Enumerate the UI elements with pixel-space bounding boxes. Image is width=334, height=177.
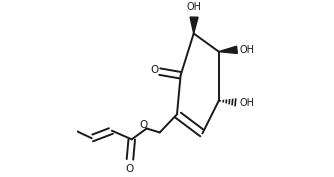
Polygon shape: [219, 46, 237, 53]
Text: OH: OH: [240, 45, 255, 55]
Text: O: O: [139, 120, 148, 130]
Polygon shape: [190, 17, 198, 33]
Text: O: O: [151, 65, 159, 75]
Text: OH: OH: [187, 2, 201, 12]
Text: OH: OH: [240, 98, 255, 107]
Text: O: O: [126, 164, 134, 175]
